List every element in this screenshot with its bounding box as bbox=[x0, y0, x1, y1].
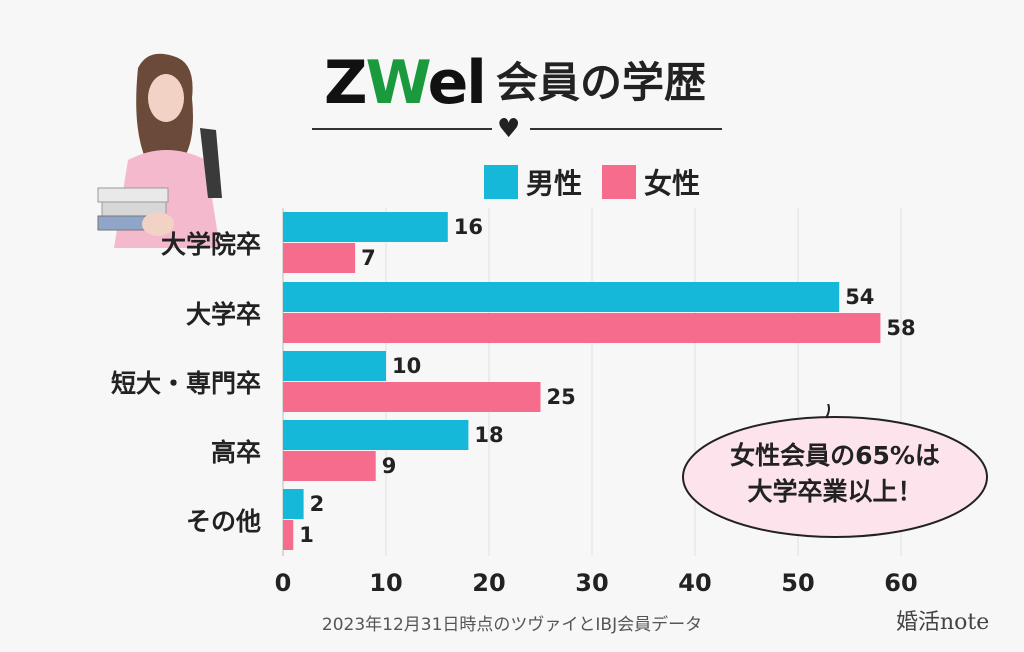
callout-text: 女性会員の65%は 大学卒業以上！ bbox=[676, 438, 994, 510]
woman-with-books-illustration bbox=[97, 53, 222, 248]
legend-swatch-female bbox=[602, 165, 637, 199]
bar-value-label: 54 bbox=[845, 285, 874, 309]
bar-value-label: 10 bbox=[392, 354, 421, 378]
zwei-logo: ZWel bbox=[324, 48, 487, 118]
callout-bubble bbox=[682, 404, 988, 538]
bar bbox=[283, 420, 469, 450]
callout-line-2: 大学卒業以上！ bbox=[747, 477, 923, 506]
x-tick-label: 0 bbox=[275, 569, 292, 597]
bar-value-label: 7 bbox=[361, 246, 376, 270]
title-divider-right bbox=[530, 128, 722, 130]
category-label: その他 bbox=[186, 507, 261, 536]
bar bbox=[283, 382, 541, 412]
bar-value-label: 2 bbox=[310, 492, 325, 516]
callout-line-1: 女性会員の65%は bbox=[730, 441, 940, 470]
legend-label-female: 女性 bbox=[644, 167, 701, 200]
title-divider-left bbox=[312, 128, 492, 130]
page-title: 会員の学歴 bbox=[496, 58, 707, 107]
category-label: 高卒 bbox=[211, 438, 261, 467]
bar bbox=[283, 313, 881, 343]
brand-logo: 婚活note bbox=[896, 610, 990, 635]
category-label: 大学卒 bbox=[186, 300, 261, 329]
bar bbox=[283, 243, 356, 273]
legend-label-male: 男性 bbox=[526, 167, 583, 200]
heart-icon: ♥ bbox=[497, 114, 521, 144]
x-tick-label: 50 bbox=[781, 569, 814, 597]
bar bbox=[283, 451, 376, 481]
category-label: 大学院卒 bbox=[161, 230, 261, 259]
bar bbox=[283, 489, 304, 519]
x-tick-label: 30 bbox=[575, 569, 608, 597]
x-tick-label: 20 bbox=[472, 569, 505, 597]
bar bbox=[283, 282, 840, 312]
bar bbox=[283, 212, 448, 242]
title-block: ZWel 会員の学歴 bbox=[310, 48, 730, 118]
bar bbox=[283, 520, 294, 550]
source-note: 2023年12月31日時点のツヴァイとIBJ会員データ bbox=[321, 615, 703, 635]
category-label: 短大・専門卒 bbox=[111, 369, 261, 398]
bar-value-label: 16 bbox=[454, 215, 483, 239]
legend-swatch-male bbox=[484, 165, 518, 199]
bar-value-label: 9 bbox=[382, 454, 397, 478]
chart-legend: 男性 女性 bbox=[484, 162, 720, 202]
bar-value-label: 25 bbox=[547, 385, 576, 409]
bar-value-label: 58 bbox=[886, 316, 915, 340]
bar-value-label: 18 bbox=[474, 423, 503, 447]
bar bbox=[283, 351, 386, 381]
x-tick-label: 10 bbox=[369, 569, 402, 597]
x-tick-label: 40 bbox=[678, 569, 711, 597]
bar-value-label: 1 bbox=[299, 523, 314, 547]
x-tick-label: 60 bbox=[884, 569, 917, 597]
